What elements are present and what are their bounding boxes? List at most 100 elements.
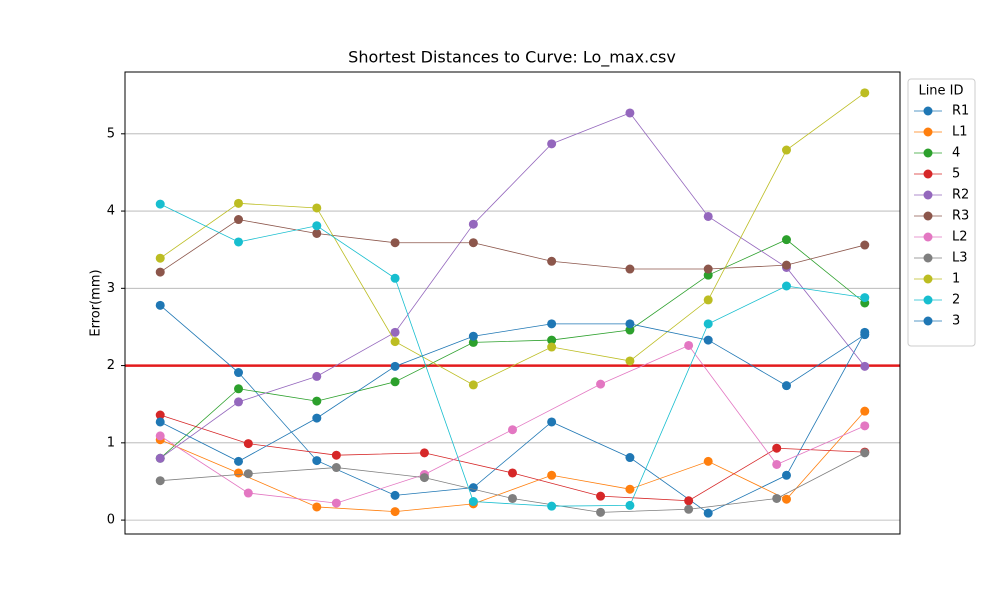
legend-label: 4: [952, 146, 960, 161]
series-line: [159, 239, 866, 459]
data-point: [860, 240, 870, 250]
series-line: [159, 305, 866, 514]
data-point: [625, 325, 635, 335]
data-point: [625, 319, 635, 329]
data-point: [331, 463, 341, 473]
data-point: [860, 406, 870, 416]
data-point: [390, 238, 400, 248]
data-point: [234, 468, 244, 478]
data-point: [508, 468, 517, 478]
data-point: [860, 361, 870, 371]
legend-marker: [923, 295, 933, 305]
data-point: [155, 431, 165, 441]
legend-marker: [923, 127, 933, 137]
data-point: [155, 267, 165, 277]
data-point: [547, 470, 557, 480]
data-point: [390, 377, 400, 387]
data-point: [860, 421, 870, 431]
data-point: [312, 203, 322, 213]
legend-marker: [923, 232, 933, 242]
legend-label: R3: [952, 209, 969, 224]
series-line: [160, 203, 865, 507]
data-point: [390, 327, 400, 337]
legend-label: L3: [952, 251, 968, 266]
data-point: [703, 335, 713, 345]
data-point: [625, 264, 635, 274]
data-point: [155, 453, 165, 463]
data-point: [625, 453, 635, 463]
data-point: [312, 413, 322, 423]
data-point: [243, 488, 253, 498]
legend-label: L1: [952, 125, 968, 140]
legend-marker: [923, 106, 933, 116]
data-point: [596, 507, 606, 517]
data-point: [703, 264, 713, 274]
data-point: [468, 219, 478, 229]
y-tick-label: 3: [107, 281, 115, 296]
data-point: [155, 476, 165, 486]
y-tick-label: 5: [107, 126, 115, 141]
data-point: [331, 498, 341, 508]
data-point: [312, 221, 322, 231]
legend-marker: [923, 316, 933, 326]
data-point: [312, 396, 322, 406]
series-line: [160, 410, 866, 512]
data-point: [312, 502, 322, 512]
data-point: [625, 108, 635, 118]
y-tick-label: 0: [107, 513, 115, 528]
series-line: [159, 112, 866, 459]
series-line: [160, 323, 865, 462]
data-point: [703, 295, 713, 305]
legend-marker: [923, 253, 933, 263]
data-point: [772, 443, 782, 453]
data-point: [781, 235, 791, 245]
data-point: [547, 417, 557, 427]
chart-title: Shortest Distances to Curve: Lo_max.csv: [348, 48, 676, 68]
data-point: [860, 293, 870, 303]
data-point: [312, 371, 322, 381]
data-point: [234, 198, 244, 208]
legend-marker: [923, 148, 933, 158]
data-point: [860, 330, 870, 340]
data-point: [243, 469, 253, 479]
data-point: [508, 425, 517, 435]
legend-label: R1: [952, 104, 969, 119]
legend-label: 5: [952, 167, 960, 182]
legend-label: 2: [952, 293, 960, 308]
y-tick-label: 4: [107, 204, 115, 219]
data-point: [468, 497, 478, 507]
data-point: [781, 494, 791, 504]
data-point: [547, 319, 557, 329]
legend-marker: [923, 190, 933, 200]
y-tick-label: 2: [107, 358, 115, 373]
data-point: [772, 493, 782, 503]
data-point: [781, 260, 791, 270]
data-point: [703, 319, 713, 329]
y-tick-label: 1: [107, 435, 115, 450]
data-point: [312, 456, 322, 466]
data-point: [234, 397, 244, 407]
data-point: [390, 490, 400, 500]
y-axis-label: Error(mm): [89, 269, 104, 336]
data-point: [781, 145, 791, 155]
data-point: [860, 448, 870, 458]
data-point: [468, 331, 478, 341]
data-point: [468, 238, 478, 248]
legend-label: 1: [952, 272, 960, 287]
data-point: [234, 368, 244, 378]
legend: Line ID R1 L1 4 5 R2 R3 L2 L3 1 2 3: [907, 78, 976, 347]
data-point: [703, 270, 713, 280]
data-point: [625, 484, 635, 494]
data-point: [684, 496, 694, 506]
data-point: [547, 342, 557, 352]
data-point: [390, 507, 400, 517]
data-point: [155, 300, 165, 310]
data-point: [781, 381, 791, 391]
legend-marker: [923, 274, 933, 284]
plot-frame: [124, 71, 901, 535]
data-point: [684, 504, 694, 514]
data-point: [312, 228, 322, 238]
data-point: [860, 88, 870, 98]
